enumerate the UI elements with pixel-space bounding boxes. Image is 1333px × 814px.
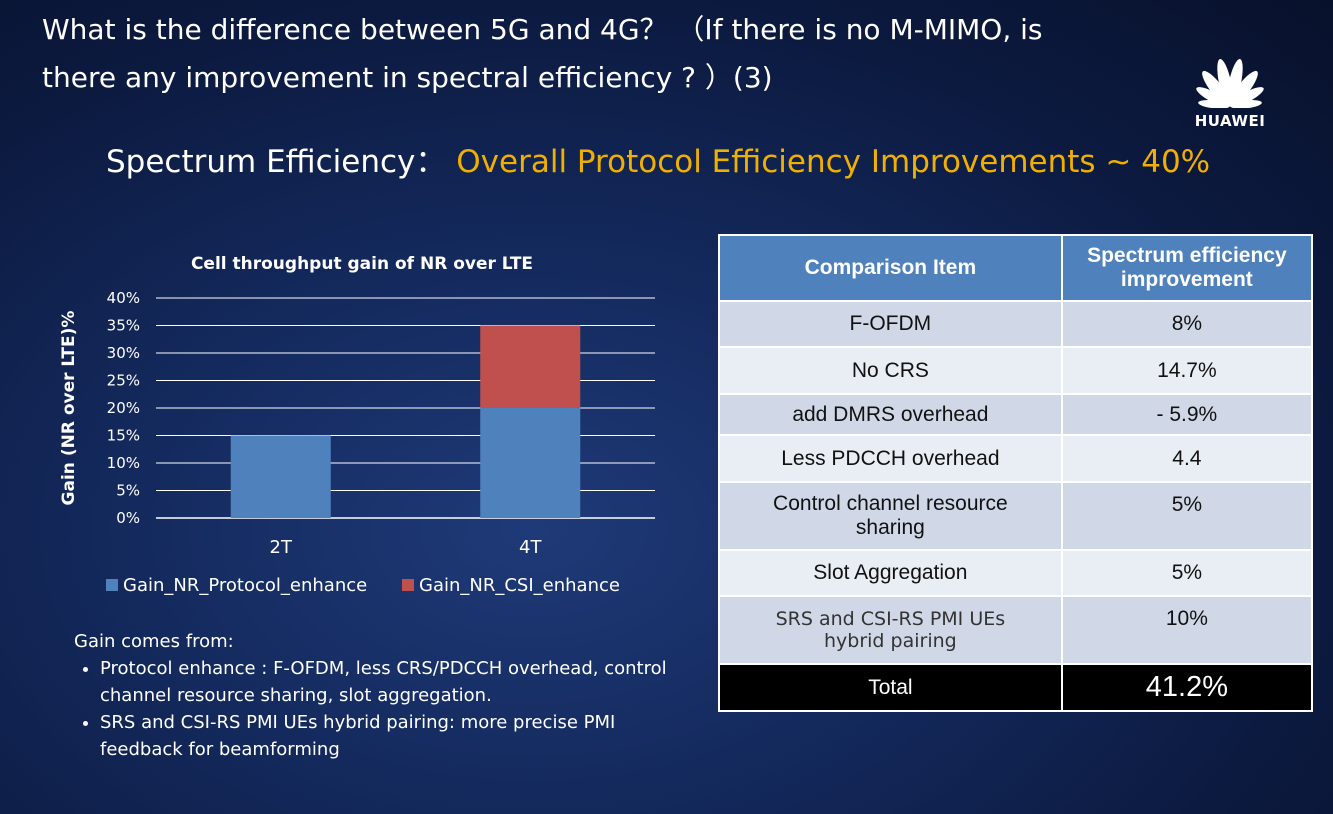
table-row: No CRS 14.7%	[718, 346, 1314, 395]
table-total-value: 41.2%	[1060, 663, 1314, 712]
y-tick-label: 5%	[116, 482, 140, 500]
y-tick-label: 25%	[107, 372, 140, 390]
slide-title-line-1: What is the difference between 5G and 4G…	[42, 13, 1043, 46]
table-header-improvement: Spectrum efficiency improvement	[1060, 234, 1314, 302]
table-cell-value: 10%	[1060, 595, 1314, 665]
gain-notes-heading: Gain comes from:	[74, 631, 234, 652]
chart-x-ticks: 2T 4T	[270, 537, 543, 558]
legend-label: Gain_NR_CSI_enhance	[419, 575, 620, 596]
x-tick-label: 2T	[270, 537, 293, 558]
table-row: F-OFDM 8%	[718, 300, 1314, 348]
legend-swatch	[106, 579, 118, 591]
table-row: SRS and CSI-RS PMI UEs hybrid pairing 10…	[718, 595, 1314, 665]
table-cell-item: Less PDCCH overhead	[718, 434, 1063, 483]
table-header-item: Comparison Item	[718, 234, 1063, 302]
bar-Gain_NR_CSI_enhance	[480, 325, 581, 408]
gain-note-item: SRS and CSI-RS PMI UEs hybrid pairing: m…	[100, 709, 674, 763]
comparison-table: Comparison Item Spectrum efficiency impr…	[718, 234, 1314, 712]
y-tick-label: 40%	[107, 289, 140, 307]
gain-notes-list: Protocol enhance : F-OFDM, less CRS/PDCC…	[74, 655, 674, 763]
gain-notes: Gain comes from: Protocol enhance : F-OF…	[74, 628, 674, 763]
chart-legend: Gain_NR_Protocol_enhance Gain_NR_CSI_enha…	[106, 575, 620, 596]
slide-title: What is the difference between 5G and 4G…	[42, 6, 1142, 102]
gain-note-item: Protocol enhance : F-OFDM, less CRS/PDCC…	[100, 655, 674, 709]
legend-label: Gain_NR_Protocol_enhance	[123, 575, 367, 596]
table-row: add DMRS overhead - 5.9%	[718, 393, 1314, 436]
y-tick-label: 35%	[107, 317, 140, 335]
subtitle-highlight: Overall Protocol Efficiency Improvements…	[456, 144, 1211, 180]
table-cell-item: F-OFDM	[718, 300, 1063, 348]
subtitle: Spectrum Efficiency： Overall Protocol Ef…	[106, 136, 1210, 181]
legend-swatch	[402, 579, 414, 591]
huawei-petals-icon	[1196, 59, 1264, 109]
table-cell-item: add DMRS overhead	[718, 393, 1063, 436]
table-row: Less PDCCH overhead 4.4	[718, 434, 1314, 483]
table-cell-item: Control channel resource sharing	[718, 481, 1063, 551]
table-row: Slot Aggregation 5%	[718, 549, 1314, 597]
chart-y-axis-label: Gain (NR over LTE)%	[59, 311, 79, 506]
table-cell-item: SRS and CSI-RS PMI UEs hybrid pairing	[718, 595, 1063, 665]
chart-y-ticks: 0% 5% 10% 15% 20% 25% 30% 35% 40%	[107, 289, 140, 527]
huawei-logo: HUAWEI	[1188, 44, 1272, 130]
subtitle-label: Spectrum Efficiency：	[106, 144, 447, 180]
table-total-label: Total	[718, 663, 1063, 712]
table-cell-value: - 5.9%	[1060, 393, 1314, 436]
table-cell-value: 4.4	[1060, 434, 1314, 483]
y-tick-label: 30%	[107, 344, 140, 362]
table-row: Control channel resource sharing 5%	[718, 481, 1314, 551]
table-header-row: Comparison Item Spectrum efficiency impr…	[718, 234, 1314, 302]
table-cell-item: Slot Aggregation	[718, 549, 1063, 597]
y-tick-label: 0%	[116, 509, 140, 527]
table-cell-value: 5%	[1060, 549, 1314, 597]
x-tick-label: 4T	[519, 537, 542, 558]
y-tick-label: 15%	[107, 427, 140, 445]
table-cell-item: No CRS	[718, 346, 1063, 395]
chart-bars	[230, 325, 581, 518]
slide-title-line-2: there any improvement in spectral effici…	[42, 61, 773, 94]
chart-title: Cell throughput gain of NR over LTE	[191, 254, 533, 274]
bar-Gain_NR_Protocol_enhance	[480, 408, 581, 518]
bar-Gain_NR_Protocol_enhance	[230, 435, 331, 518]
throughput-gain-chart: Cell throughput gain of NR over LTE Gain…	[59, 254, 655, 596]
table-total-row: Total 41.2%	[718, 663, 1314, 712]
y-tick-label: 10%	[107, 454, 140, 472]
table-cell-value: 8%	[1060, 300, 1314, 348]
y-tick-label: 20%	[107, 399, 140, 417]
logo-text: HUAWEI	[1194, 112, 1266, 130]
table-cell-value: 14.7%	[1060, 346, 1314, 395]
table-cell-value: 5%	[1060, 481, 1314, 551]
